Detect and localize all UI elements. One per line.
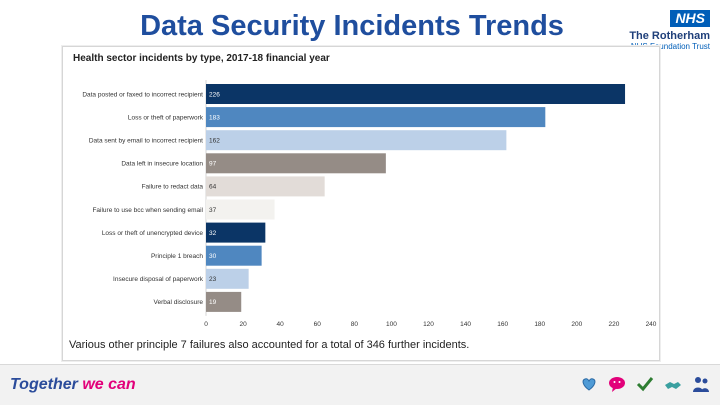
x-tick-label: 200 xyxy=(571,321,582,328)
data-label: 162 xyxy=(209,138,220,145)
x-tick-label: 60 xyxy=(314,321,322,328)
category-label: Verbal disclosure xyxy=(154,299,204,306)
people-icon xyxy=(690,373,712,395)
data-label: 19 xyxy=(209,299,217,306)
nhs-badge: NHS xyxy=(670,10,710,27)
category-label: Failure to use bcc when sending email xyxy=(92,207,203,214)
x-tick-label: 100 xyxy=(386,321,397,328)
x-tick-label: 140 xyxy=(460,321,471,328)
category-label: Principle 1 breach xyxy=(151,253,203,260)
category-label: Insecure disposal of paperwork xyxy=(113,276,204,283)
bar xyxy=(206,291,242,312)
data-label: 183 xyxy=(209,114,220,121)
slide-title: Data Security Incidents Trends xyxy=(140,10,564,42)
bar-chart: Data posted or faxed to incorrect recipi… xyxy=(82,80,657,328)
bar xyxy=(206,268,249,289)
category-label: Loss or theft of paperwork xyxy=(128,114,204,121)
x-tick-label: 80 xyxy=(351,321,359,328)
chart-footnote: Various other principle 7 failures also … xyxy=(69,339,470,351)
x-tick-label: 180 xyxy=(534,321,545,328)
data-label: 23 xyxy=(209,276,217,283)
x-tick-label: 40 xyxy=(277,321,285,328)
category-label: Data sent by email to incorrect recipien… xyxy=(89,138,203,145)
category-label: Data left in insecure location xyxy=(121,161,203,168)
heart-hands-icon xyxy=(578,373,600,395)
bar xyxy=(206,199,275,220)
brand-text-we-can: we can xyxy=(82,376,136,393)
bar xyxy=(206,107,546,128)
brand-logo: Together we can xyxy=(10,376,136,394)
bar xyxy=(206,176,325,197)
bar xyxy=(206,222,266,243)
x-tick-label: 160 xyxy=(497,321,508,328)
speech-bubble-icon xyxy=(606,373,628,395)
bar xyxy=(206,130,507,151)
nhs-logo: NHS The Rotherham NHS Foundation Trust xyxy=(615,10,710,52)
data-label: 226 xyxy=(209,91,220,98)
category-label: Failure to redact data xyxy=(142,184,204,191)
footer-divider xyxy=(0,364,720,365)
x-tick-label: 0 xyxy=(204,321,208,328)
data-label: 97 xyxy=(209,161,217,168)
data-label: 32 xyxy=(209,230,217,237)
checkmark-icon xyxy=(634,373,656,395)
x-tick-label: 240 xyxy=(646,321,657,328)
data-label: 64 xyxy=(209,184,217,191)
bar xyxy=(206,153,386,174)
nhs-trust-name: The Rotherham xyxy=(629,30,710,42)
handshake-icon xyxy=(662,373,684,395)
category-label: Data posted or faxed to incorrect recipi… xyxy=(82,91,203,98)
data-label: 37 xyxy=(209,207,217,214)
category-label: Loss or theft of unencrypted device xyxy=(102,230,204,237)
x-tick-label: 120 xyxy=(423,321,434,328)
footer-bar xyxy=(0,365,720,405)
x-tick-label: 220 xyxy=(608,321,619,328)
chart-panel: Health sector incidents by type, 2017-18… xyxy=(62,46,660,361)
data-label: 30 xyxy=(209,253,217,260)
brand-text-together: Together xyxy=(10,376,78,393)
chart-title: Health sector incidents by type, 2017-18… xyxy=(73,53,330,64)
bar xyxy=(206,84,626,104)
x-tick-label: 20 xyxy=(239,321,247,328)
nhs-foundation-label: NHS Foundation Trust xyxy=(630,42,710,51)
bar xyxy=(206,245,262,266)
footer-icons xyxy=(578,373,712,395)
